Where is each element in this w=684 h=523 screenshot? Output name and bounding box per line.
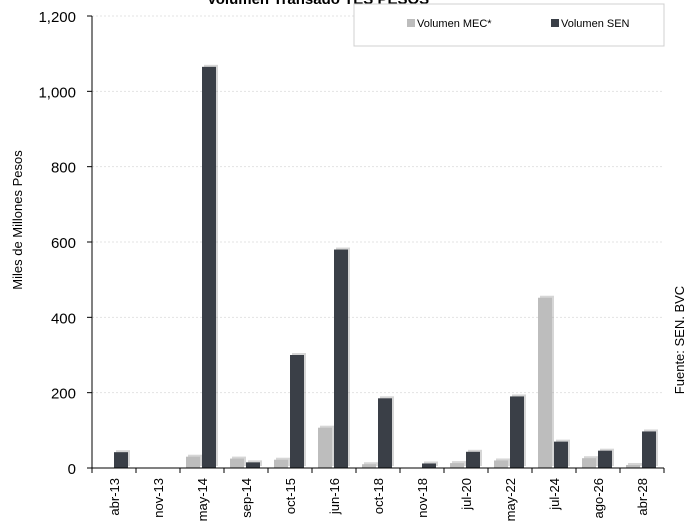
y-tick-label: 400 (51, 310, 76, 327)
bar-sen (466, 451, 480, 468)
x-tick-label: abr-13 (107, 478, 122, 516)
y-tick-label: 600 (51, 235, 76, 252)
bar-mec (538, 297, 552, 468)
bar-mec (450, 463, 464, 468)
bar-sen (334, 249, 348, 468)
x-tick-label: oct-18 (371, 478, 386, 514)
x-tick-label: ago-26 (591, 478, 606, 518)
bar-sen (422, 463, 436, 468)
bar-mec (494, 460, 508, 468)
source-note: Fuente: SEN, BVC (672, 286, 684, 394)
bar-sen (554, 441, 568, 468)
bar-sen (114, 452, 128, 468)
x-tick-label: nov-13 (151, 478, 166, 518)
y-tick-labels: 0 200 400 600 800 1,000 1,200 (38, 9, 92, 478)
legend-label-sen: Volumen SEN (561, 18, 630, 30)
bar-mec (582, 458, 596, 468)
bar-sen (598, 450, 612, 468)
y-axis-title: Miles de Millones Pesos (10, 150, 25, 290)
x-tick-label: jun-16 (327, 478, 342, 515)
bar-sen (642, 431, 656, 468)
x-tick-label: jul-20 (459, 478, 474, 511)
x-tick-labels: abr-13 nov-13 may-14 sep-14 oct-15 jun-16 oct-… (91, 468, 665, 521)
bar-mec (626, 464, 640, 468)
legend-swatch-sen (551, 19, 559, 27)
bar-sen (378, 398, 392, 468)
y-tick-label: 1,200 (38, 9, 76, 26)
x-tick-label: nov-18 (415, 478, 430, 518)
y-tick-label: 800 (51, 160, 76, 177)
bar-sen (202, 66, 216, 468)
legend: Volumen MEC* Volumen SEN (353, 3, 665, 47)
bar-mec (186, 456, 200, 468)
legend-swatch-mec (407, 19, 415, 27)
chart-title: Volumen Transado TES PESOS (207, 0, 429, 8)
x-tick-label: jul-24 (547, 478, 562, 511)
bar-mec (230, 458, 244, 468)
bar-shadow (364, 462, 378, 466)
bar-sen (290, 355, 304, 468)
bar-mec (318, 427, 332, 468)
y-tick-label: 0 (68, 461, 76, 478)
bars (114, 64, 658, 468)
bar-mec (362, 464, 376, 468)
bar-shadow (628, 462, 642, 466)
legend-box (353, 3, 665, 47)
x-tick-label: abr-28 (635, 478, 650, 516)
y-tick-label: 1,000 (38, 84, 76, 101)
x-tick-label: may-14 (195, 478, 210, 521)
bar-sen (246, 462, 260, 468)
gridlines (92, 15, 664, 394)
x-tick-label: may-22 (503, 478, 518, 521)
x-tick-label: sep-14 (239, 478, 254, 518)
legend-label-mec: Volumen MEC* (417, 18, 492, 30)
x-tick-label: oct-15 (283, 478, 298, 514)
bar-mec (274, 459, 288, 468)
bar-sen (510, 396, 524, 468)
y-tick-label: 200 (51, 386, 76, 403)
